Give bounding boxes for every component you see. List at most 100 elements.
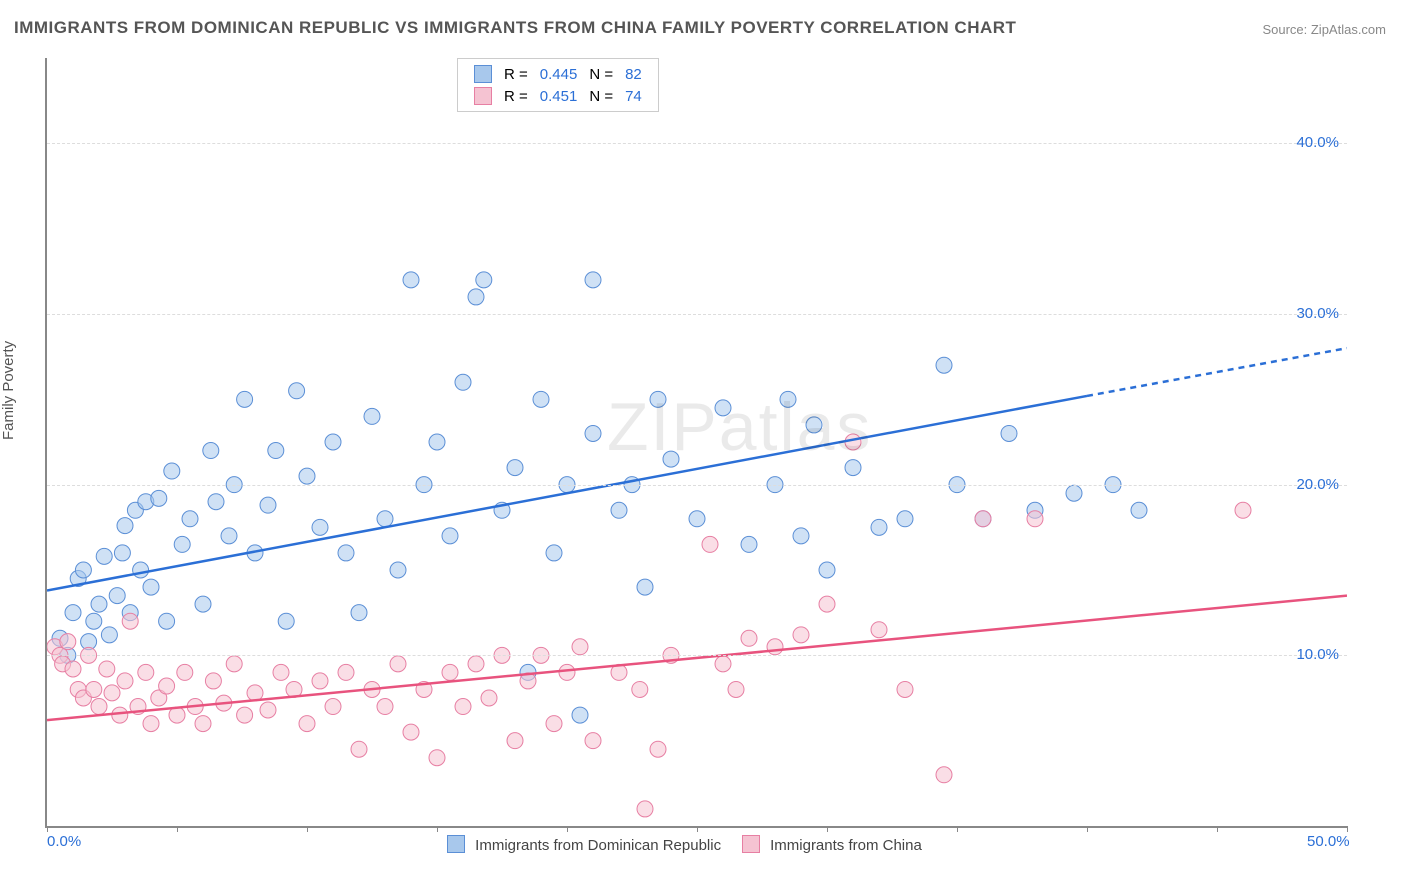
- scatter-point: [338, 664, 354, 680]
- y-tick-label: 30.0%: [1279, 305, 1339, 322]
- scatter-point: [177, 664, 193, 680]
- scatter-point: [338, 545, 354, 561]
- scatter-point: [325, 434, 341, 450]
- scatter-point: [203, 443, 219, 459]
- scatter-point: [278, 613, 294, 629]
- scatter-point: [1066, 485, 1082, 501]
- scatter-point: [377, 699, 393, 715]
- scatter-point: [174, 536, 190, 552]
- x-tick: [307, 826, 308, 832]
- scatter-point: [164, 463, 180, 479]
- scatter-point: [507, 460, 523, 476]
- y-axis-label: Family Poverty: [0, 341, 17, 440]
- scatter-point: [793, 528, 809, 544]
- scatter-point: [897, 681, 913, 697]
- scatter-point: [507, 733, 523, 749]
- scatter-point: [650, 741, 666, 757]
- scatter-point: [845, 460, 861, 476]
- scatter-point: [182, 511, 198, 527]
- source-prefix: Source:: [1262, 22, 1310, 37]
- scatter-point: [429, 750, 445, 766]
- scatter-point: [151, 490, 167, 506]
- scatter-point: [159, 613, 175, 629]
- scatter-point: [351, 741, 367, 757]
- y-tick-label: 10.0%: [1279, 646, 1339, 663]
- scatter-point: [546, 716, 562, 732]
- scatter-point: [299, 716, 315, 732]
- legend-r-label: R =: [498, 63, 534, 85]
- scatter-point: [273, 664, 289, 680]
- legend-series-label: Immigrants from China: [770, 837, 922, 854]
- scatter-point: [819, 596, 835, 612]
- x-tick: [697, 826, 698, 832]
- scatter-point: [455, 699, 471, 715]
- legend-stats-row: R = 0.451 N = 74: [468, 85, 648, 107]
- scatter-point: [122, 613, 138, 629]
- scatter-point: [1235, 502, 1251, 518]
- scatter-point: [312, 673, 328, 689]
- scatter-point: [468, 289, 484, 305]
- scatter-point: [632, 681, 648, 697]
- scatter-point: [585, 425, 601, 441]
- legend-r-value: 0.451: [534, 85, 584, 107]
- source-attribution: Source: ZipAtlas.com: [1262, 22, 1386, 37]
- scatter-point: [86, 613, 102, 629]
- x-tick: [47, 826, 48, 832]
- x-tick-label: 50.0%: [1307, 833, 1350, 850]
- scatter-point: [299, 468, 315, 484]
- scatter-point: [351, 605, 367, 621]
- x-tick: [567, 826, 568, 832]
- scatter-point: [1131, 502, 1147, 518]
- legend-n-label: N =: [583, 85, 619, 107]
- scatter-point: [702, 536, 718, 552]
- legend-n-label: N =: [583, 63, 619, 85]
- scatter-point: [559, 664, 575, 680]
- scatter-point: [741, 630, 757, 646]
- scatter-point: [936, 357, 952, 373]
- y-tick-label: 40.0%: [1279, 134, 1339, 151]
- scatter-point: [936, 767, 952, 783]
- scatter-point: [377, 511, 393, 527]
- scatter-point: [429, 434, 445, 450]
- trend-line: [47, 396, 1087, 591]
- scatter-point: [572, 707, 588, 723]
- scatter-point: [1001, 425, 1017, 441]
- scatter-point: [117, 673, 133, 689]
- scatter-point: [728, 681, 744, 697]
- legend-n-value: 82: [619, 63, 648, 85]
- scatter-point: [663, 451, 679, 467]
- scatter-point: [96, 548, 112, 564]
- scatter-point: [226, 656, 242, 672]
- trend-line: [47, 596, 1347, 721]
- legend-r-label: R =: [498, 85, 534, 107]
- scatter-point: [741, 536, 757, 552]
- scatter-point: [637, 579, 653, 595]
- scatter-point: [455, 374, 471, 390]
- x-tick: [827, 826, 828, 832]
- source-link[interactable]: ZipAtlas.com: [1311, 22, 1386, 37]
- scatter-point: [871, 519, 887, 535]
- scatter-point: [65, 605, 81, 621]
- scatter-point: [767, 639, 783, 655]
- x-tick-label: 0.0%: [47, 833, 81, 850]
- scatter-point: [260, 497, 276, 513]
- scatter-point: [585, 733, 601, 749]
- scatter-point: [112, 707, 128, 723]
- scatter-point: [114, 545, 130, 561]
- scatter-point: [208, 494, 224, 510]
- scatter-point: [689, 511, 705, 527]
- legend-n-value: 74: [619, 85, 648, 107]
- scatter-point: [780, 391, 796, 407]
- scatter-point: [871, 622, 887, 638]
- plot-area: ZIPatlas R = 0.445 N = 82 R = 0.451 N = …: [45, 58, 1347, 828]
- scatter-point: [75, 562, 91, 578]
- x-tick: [437, 826, 438, 832]
- scatter-point: [572, 639, 588, 655]
- scatter-point: [237, 391, 253, 407]
- scatter-point: [476, 272, 492, 288]
- scatter-point: [793, 627, 809, 643]
- scatter-point: [468, 656, 484, 672]
- legend-series-label: Immigrants from Dominican Republic: [475, 837, 721, 854]
- scatter-point: [819, 562, 835, 578]
- scatter-point: [715, 656, 731, 672]
